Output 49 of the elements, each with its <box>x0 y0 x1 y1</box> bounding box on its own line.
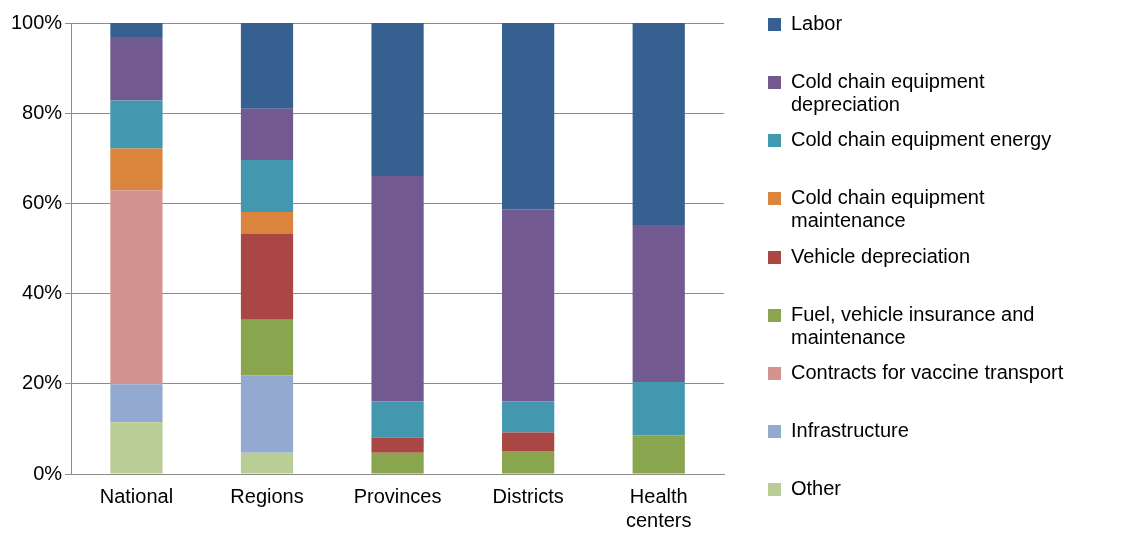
bar <box>502 23 555 210</box>
bar <box>240 234 294 320</box>
bar <box>240 319 294 376</box>
bar <box>371 175 424 402</box>
x-tick-label: Districts <box>492 484 564 507</box>
legend-label: Other <box>791 477 842 500</box>
legend-label: Labor <box>791 12 843 35</box>
x-tick-label: Health centers <box>625 484 692 531</box>
bar <box>632 23 685 226</box>
legend-label: Cold chain equipment energy <box>791 128 1052 152</box>
y-tick-label: 80% <box>22 100 63 123</box>
bar <box>240 160 294 212</box>
bar <box>371 437 424 453</box>
bar <box>240 211 294 235</box>
legend-label: Contracts for vaccine transport <box>791 360 1064 384</box>
bar <box>502 451 555 474</box>
legend-label: Infrastructure <box>791 418 909 442</box>
bar <box>371 401 424 438</box>
x-tick-label: Regions <box>230 484 304 507</box>
x-tick-label: National <box>99 484 174 507</box>
legend-label: Vehicle depreciation <box>791 244 971 268</box>
legend-label: Fuel, vehicle insurance and maintenance <box>791 302 1036 349</box>
bar <box>502 209 555 402</box>
bar <box>240 375 294 453</box>
bar <box>110 36 163 101</box>
bar <box>110 148 163 191</box>
bar <box>110 190 163 385</box>
x-tick-label: Provinces <box>353 484 442 507</box>
y-tick-label: 20% <box>22 371 63 394</box>
bar <box>110 422 163 474</box>
bar <box>110 100 163 149</box>
bar <box>371 23 424 176</box>
bar <box>632 225 685 382</box>
bar <box>632 435 685 474</box>
bar <box>502 401 555 433</box>
bar <box>502 432 555 451</box>
y-tick-label: 0% <box>33 461 63 484</box>
y-tick-label: 40% <box>22 281 63 304</box>
bar <box>240 452 294 474</box>
y-tick-label: 100% <box>11 10 63 33</box>
bar <box>240 23 294 109</box>
legend-label: Cold chain equipment maintenance <box>791 186 986 233</box>
bar <box>110 384 163 423</box>
bar <box>110 23 163 37</box>
bar <box>371 452 424 474</box>
bar <box>632 382 685 436</box>
legend-label: Cold chain equipment depreciation <box>791 70 986 117</box>
bar <box>240 108 294 161</box>
y-tick-label: 60% <box>22 190 63 213</box>
